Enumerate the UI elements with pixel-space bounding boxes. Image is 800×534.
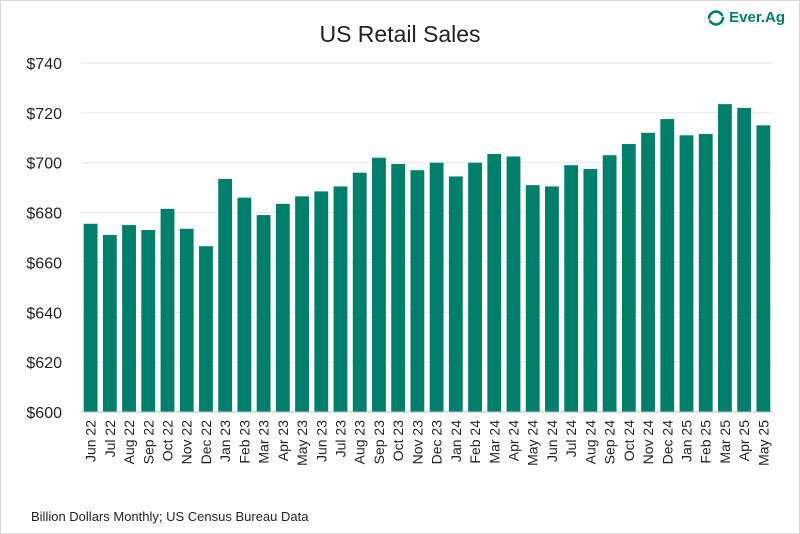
- x-tick-label: Oct 22: [160, 420, 176, 461]
- x-tick-label: Jun 24: [544, 420, 560, 462]
- y-tick-label: $620: [26, 355, 62, 372]
- source-footnote: Billion Dollars Monthly; US Census Burea…: [31, 509, 309, 524]
- ever-ag-logo-icon: [707, 9, 725, 26]
- bar: [83, 223, 98, 412]
- brand-logo: Ever.Ag: [707, 9, 785, 26]
- bar: [218, 178, 233, 412]
- bar: [333, 186, 348, 412]
- x-tick-label: Jul 22: [102, 420, 118, 458]
- bar: [429, 162, 444, 412]
- x-tick-label: May 25: [755, 420, 771, 466]
- x-tick-label: Jan 23: [217, 420, 233, 462]
- x-tick-label: May 24: [525, 420, 541, 466]
- x-tick-label: Apr 25: [736, 420, 752, 461]
- x-tick-label: Sep 22: [140, 420, 156, 465]
- x-tick-label: Mar 25: [717, 420, 733, 464]
- x-tick-label: Oct 23: [390, 420, 406, 461]
- bar: [199, 246, 213, 412]
- x-tick-label: Jan 25: [679, 420, 695, 462]
- y-tick-label: $700: [26, 156, 62, 173]
- bar: [410, 170, 425, 412]
- bar: [141, 230, 156, 412]
- bar: [756, 125, 771, 413]
- bar: [122, 225, 136, 412]
- x-tick-label: Dec 24: [659, 420, 675, 465]
- bar: [372, 157, 386, 412]
- bar: [179, 228, 194, 412]
- bar: [564, 165, 579, 412]
- x-tick-label: Oct 24: [621, 420, 637, 461]
- bar: [352, 172, 367, 412]
- bar: [275, 203, 290, 412]
- bar: [237, 197, 252, 412]
- bar: [737, 107, 752, 412]
- bar: [487, 153, 502, 412]
- x-tick-label: Jan 24: [448, 420, 464, 462]
- x-tick-label: Apr 23: [275, 420, 291, 461]
- bar: [391, 163, 406, 412]
- bar: [525, 185, 540, 412]
- x-tick-label: Sep 23: [371, 420, 387, 465]
- bar: [660, 119, 675, 412]
- bar: [160, 208, 175, 412]
- x-tick-label: Jun 23: [313, 420, 329, 462]
- x-tick-label: Nov 24: [640, 420, 656, 465]
- x-tick-label: Aug 22: [121, 420, 137, 465]
- bar: [718, 104, 732, 412]
- y-tick-label: $740: [26, 56, 62, 73]
- x-tick-label: Nov 22: [179, 420, 195, 465]
- bar: [545, 186, 559, 412]
- y-tick-label: $720: [26, 106, 62, 123]
- bar: [698, 134, 713, 412]
- x-tick-label: Aug 23: [352, 420, 368, 465]
- x-tick-label: Jun 22: [83, 420, 99, 462]
- x-tick-label: Jul 24: [563, 420, 579, 458]
- y-tick-label: $660: [26, 255, 62, 272]
- bar: [506, 156, 521, 412]
- chart-title: US Retail Sales: [319, 21, 481, 47]
- x-tick-label: Dec 22: [198, 420, 214, 465]
- bar: [468, 162, 482, 412]
- bar: [102, 235, 117, 412]
- bar: [621, 144, 636, 412]
- x-tick-label: Dec 23: [429, 420, 445, 465]
- x-tick-label: Apr 24: [506, 420, 522, 461]
- bar: [679, 135, 694, 413]
- x-tick-label: Mar 24: [486, 420, 502, 464]
- bar: [314, 191, 329, 412]
- x-tick-label: Feb 25: [698, 420, 714, 464]
- bar: [256, 215, 271, 412]
- x-tick-label: Feb 23: [236, 420, 252, 464]
- bar: [641, 132, 655, 413]
- brand-logo-text: Ever.Ag: [729, 9, 785, 26]
- bar: [602, 155, 617, 412]
- x-tick-label: May 23: [294, 420, 310, 466]
- y-tick-label: $640: [26, 305, 62, 322]
- y-tick-label: $680: [26, 206, 62, 223]
- x-tick-label: Sep 24: [602, 420, 618, 465]
- x-tick-label: Mar 23: [256, 420, 272, 464]
- y-tick-label: $600: [26, 405, 62, 422]
- x-tick-label: Feb 24: [467, 420, 483, 464]
- x-tick-label: Nov 23: [409, 420, 425, 465]
- bar: [448, 176, 463, 412]
- bar: [583, 168, 598, 412]
- bar: [295, 196, 309, 412]
- x-tick-label: Aug 24: [582, 420, 598, 465]
- x-tick-label: Jul 23: [333, 420, 349, 458]
